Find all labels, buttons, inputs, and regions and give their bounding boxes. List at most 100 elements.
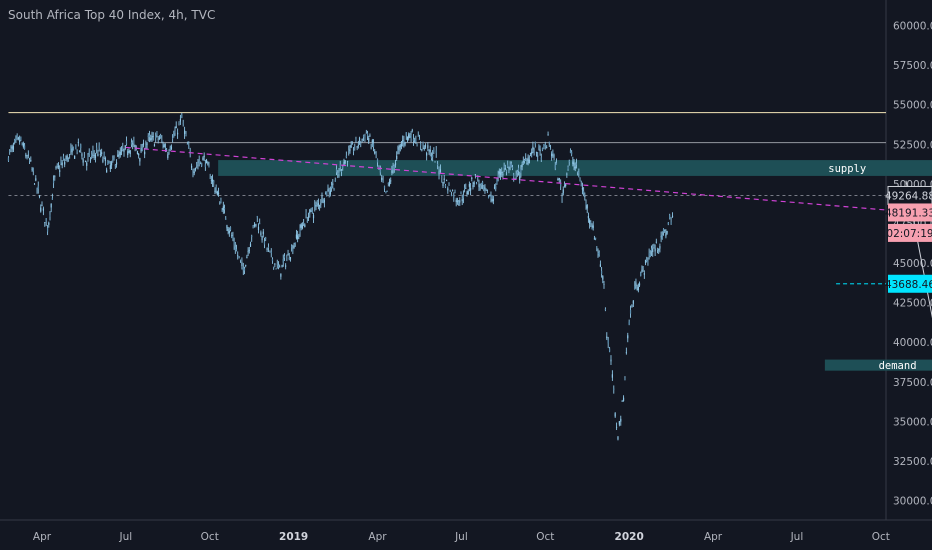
candle-body bbox=[239, 259, 242, 261]
candle-body bbox=[483, 186, 485, 190]
chart-title: South Africa Top 40 Index, 4h, TVC bbox=[8, 8, 216, 22]
candle-body bbox=[660, 236, 662, 238]
candle-body bbox=[376, 158, 379, 163]
y-tick-label: 35000.00 bbox=[893, 416, 932, 428]
candle-body bbox=[510, 163, 512, 167]
candle-body bbox=[339, 164, 341, 167]
candle-body bbox=[565, 183, 567, 187]
x-tick-label: Jul bbox=[790, 531, 804, 543]
candle-body bbox=[122, 147, 124, 151]
candle-body bbox=[437, 163, 439, 166]
candle-body bbox=[610, 359, 612, 362]
candle-body bbox=[501, 172, 503, 174]
candle-body bbox=[513, 174, 515, 178]
candle-body bbox=[106, 169, 108, 173]
descending-trendline[interactable] bbox=[125, 146, 932, 214]
candle-body bbox=[134, 144, 136, 148]
candle-body bbox=[527, 157, 529, 161]
candle-body bbox=[449, 190, 451, 192]
candle-body bbox=[355, 139, 357, 141]
candle-body bbox=[233, 241, 235, 246]
candle-body bbox=[139, 157, 141, 162]
candle-body bbox=[547, 134, 549, 136]
candle-body bbox=[473, 182, 475, 185]
candle-body bbox=[652, 248, 654, 253]
candle-body bbox=[429, 149, 431, 152]
candle-body bbox=[56, 165, 58, 166]
candle-body bbox=[592, 225, 594, 228]
candle-body bbox=[35, 178, 37, 181]
candle-body bbox=[175, 126, 177, 129]
candle-body bbox=[665, 233, 667, 237]
candle-body bbox=[74, 155, 76, 159]
candle-body bbox=[406, 136, 409, 141]
candle-body bbox=[465, 187, 467, 189]
candle-body bbox=[632, 300, 634, 304]
candle-body bbox=[631, 304, 633, 308]
candle-body bbox=[391, 170, 393, 173]
candle-body bbox=[110, 162, 113, 166]
candle-body bbox=[93, 154, 95, 156]
candle-body bbox=[486, 189, 488, 191]
x-tick-label: Oct bbox=[201, 531, 219, 543]
candle-body bbox=[38, 195, 41, 197]
candle-body bbox=[523, 160, 526, 161]
candle-body bbox=[640, 272, 642, 276]
candle-body bbox=[77, 141, 79, 143]
candle-body bbox=[261, 236, 263, 241]
candle-body bbox=[160, 135, 162, 138]
candle-body bbox=[354, 147, 356, 149]
candle-body bbox=[444, 184, 447, 188]
candle-body bbox=[587, 215, 590, 219]
candle-body bbox=[332, 183, 334, 185]
candle-body bbox=[653, 245, 655, 248]
candle-body bbox=[288, 257, 290, 260]
candle-body bbox=[320, 203, 322, 205]
candle-body bbox=[434, 161, 436, 163]
demand-zone-box[interactable] bbox=[824, 359, 932, 371]
candle-body bbox=[638, 283, 641, 286]
candle-body bbox=[225, 218, 227, 220]
y-tick-label: 37500.00 bbox=[893, 377, 932, 389]
candle-body bbox=[375, 153, 377, 155]
candle-body bbox=[458, 201, 460, 205]
candle-body bbox=[267, 246, 270, 248]
candle-body bbox=[86, 162, 88, 166]
candle-body bbox=[291, 246, 293, 248]
candle-body bbox=[597, 253, 599, 254]
candle-body bbox=[345, 155, 347, 158]
candle-body bbox=[423, 147, 425, 150]
candle-body bbox=[669, 215, 671, 219]
candle-body bbox=[589, 220, 591, 224]
candle-body bbox=[192, 172, 194, 174]
demand-zone[interactable] bbox=[824, 359, 932, 371]
candle-body bbox=[130, 142, 133, 145]
candle-body bbox=[241, 262, 243, 267]
candle-body bbox=[133, 140, 135, 144]
candle-body bbox=[655, 241, 657, 243]
candle-body bbox=[561, 197, 563, 199]
candle-body bbox=[481, 181, 484, 185]
candle-body bbox=[507, 164, 509, 167]
candle-body bbox=[455, 199, 457, 203]
candle-body bbox=[408, 134, 410, 139]
candle-body bbox=[31, 168, 33, 170]
candle-body bbox=[554, 164, 556, 169]
candle-body bbox=[416, 144, 418, 146]
candle-body bbox=[226, 225, 228, 229]
price-badge-timer[interactable]: 02:07:19 bbox=[886, 223, 932, 242]
candle-body bbox=[120, 150, 123, 152]
candle-body bbox=[104, 158, 106, 162]
candle-body bbox=[217, 192, 220, 195]
price-badge-cyan[interactable]: 43688.46 bbox=[885, 274, 932, 293]
candle-body bbox=[433, 148, 435, 152]
price-badge-dashed[interactable]: 49264.88 bbox=[885, 185, 932, 205]
y-axis: 60000.0057500.0055000.0052500.0050000.00… bbox=[893, 21, 932, 508]
candle-body bbox=[591, 227, 593, 230]
candle-body bbox=[65, 159, 67, 160]
price-badge-last[interactable]: 48191.33 bbox=[885, 203, 932, 222]
x-tick-label: Oct bbox=[536, 531, 554, 543]
candle-body bbox=[48, 222, 50, 225]
candle-body bbox=[368, 138, 370, 142]
